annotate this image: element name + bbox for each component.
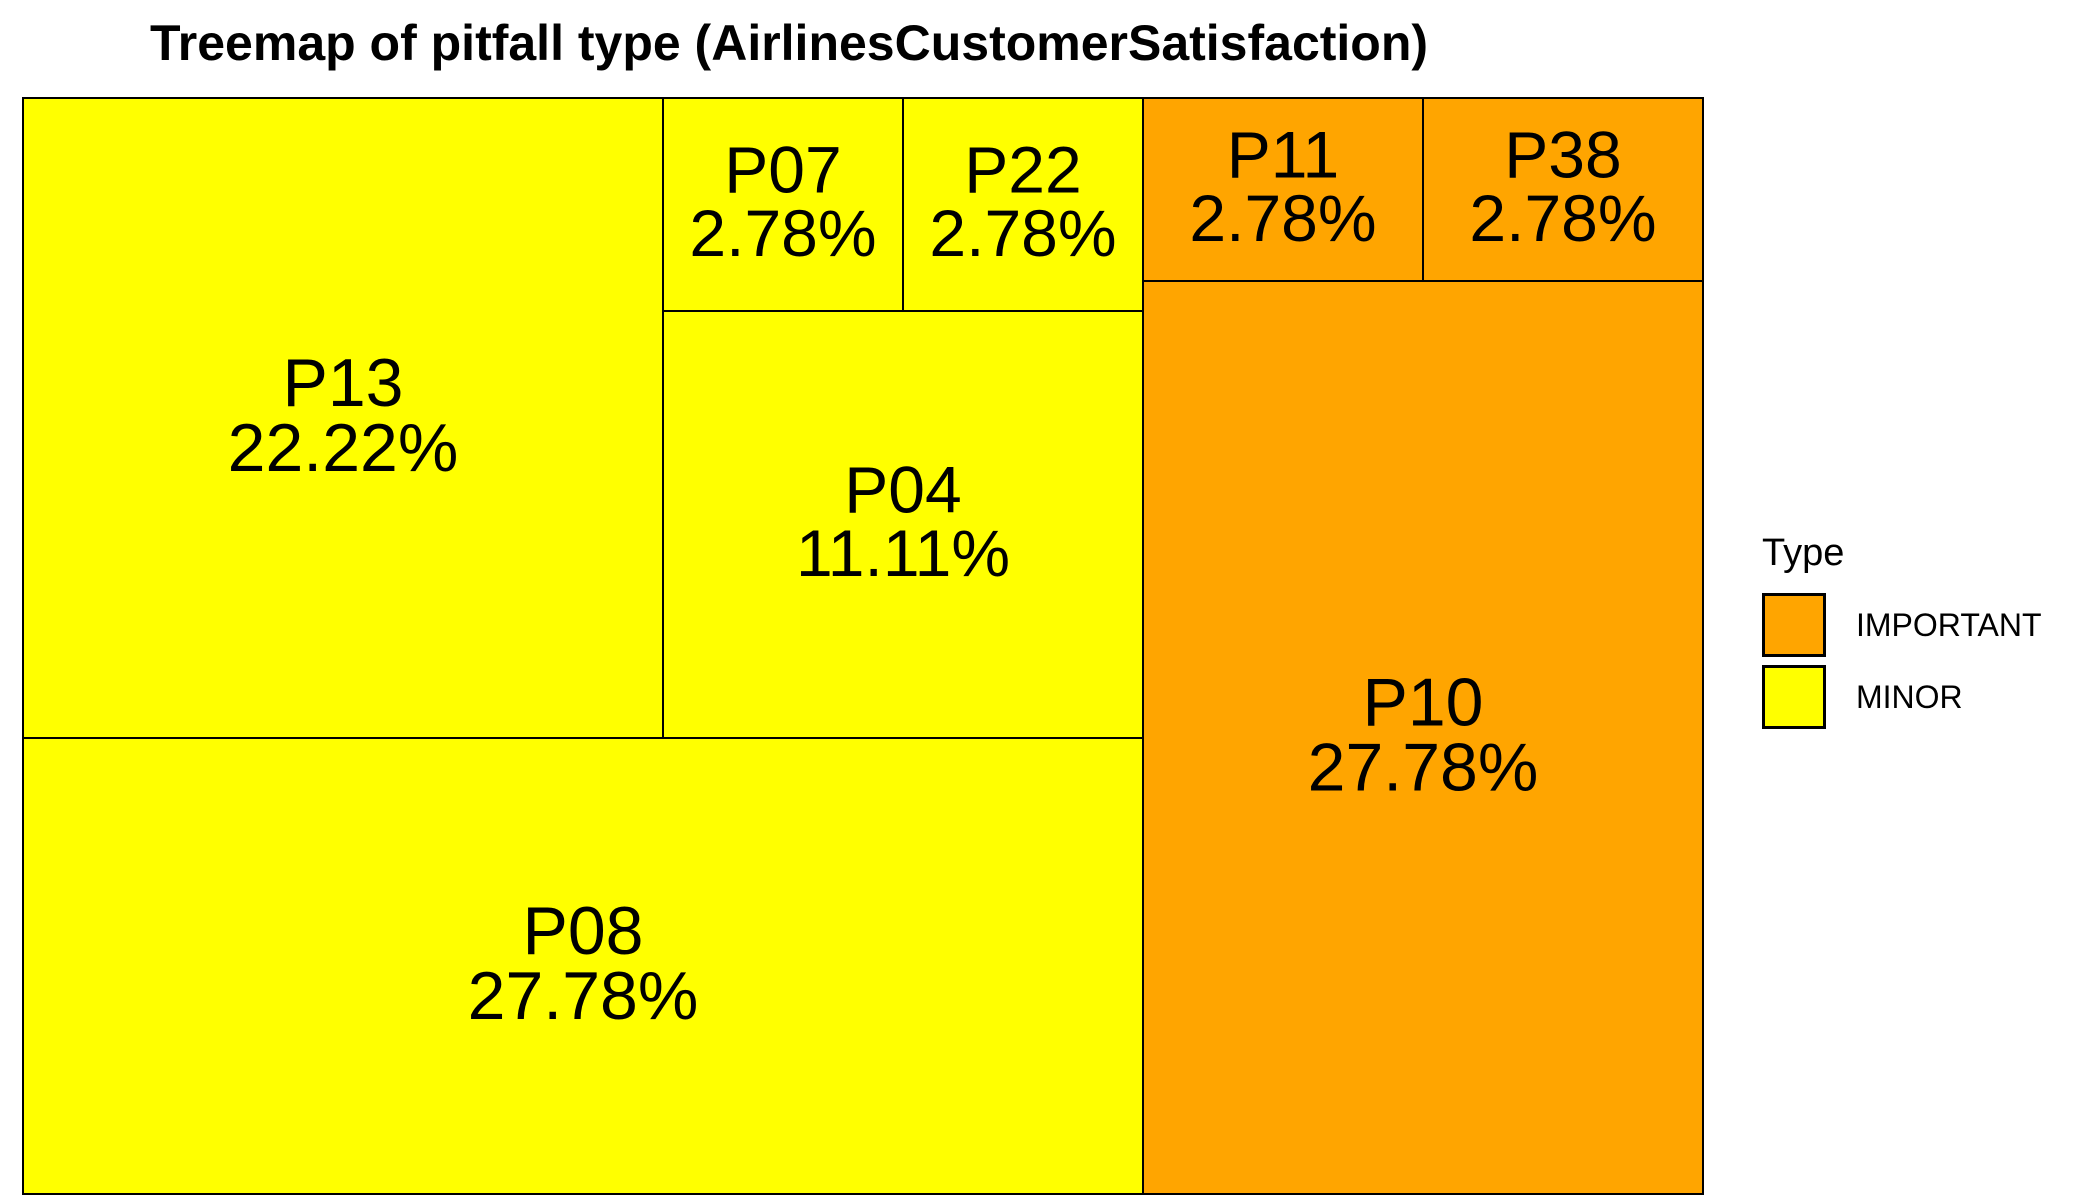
tile-label-p38: P38 — [1504, 118, 1621, 192]
tile-rect-p04 — [662, 310, 1144, 739]
tile-rect-p13 — [22, 97, 664, 739]
tile-percent-p10: 27.78% — [1308, 730, 1539, 806]
tile-label-p04: P04 — [844, 453, 961, 527]
tile-rect-p11 — [1142, 97, 1424, 282]
tile-percent-p08: 27.78% — [468, 958, 699, 1034]
tile-percent-p22: 2.78% — [929, 196, 1116, 270]
legend-item-important: IMPORTANT — [1762, 589, 2041, 661]
tile-label-p08: P08 — [523, 893, 644, 969]
chart-title: Treemap of pitfall type (AirlinesCustome… — [150, 15, 1429, 71]
legend: Type IMPORTANT MINOR — [1762, 532, 2041, 733]
legend-key-important — [1762, 593, 1826, 657]
tile-percent-p04: 11.11% — [796, 516, 1010, 590]
tile-rect-p08 — [22, 737, 1144, 1195]
legend-title: Type — [1762, 532, 1845, 574]
legend-label-important: IMPORTANT — [1856, 606, 2042, 643]
legend-label-minor: MINOR — [1856, 678, 1963, 715]
tile-rect-p22 — [902, 97, 1144, 312]
tile-percent-p11: 2.78% — [1189, 181, 1376, 255]
tile-rect-p38 — [1422, 97, 1704, 282]
tile-percent-p13: 22.22% — [228, 410, 459, 486]
tile-percent-p07: 2.78% — [689, 196, 876, 270]
legend-key-minor — [1762, 665, 1826, 729]
tile-label-p10: P10 — [1363, 664, 1484, 740]
tile-percent-p38: 2.78% — [1469, 181, 1656, 255]
tile-label-p07: P07 — [724, 133, 841, 207]
tile-label-p13: P13 — [283, 345, 404, 421]
legend-item-minor: MINOR — [1762, 661, 2041, 733]
tile-label-p11: P11 — [1227, 118, 1340, 192]
tile-label-p22: P22 — [964, 133, 1081, 207]
tile-rect-p10 — [1142, 280, 1704, 1195]
